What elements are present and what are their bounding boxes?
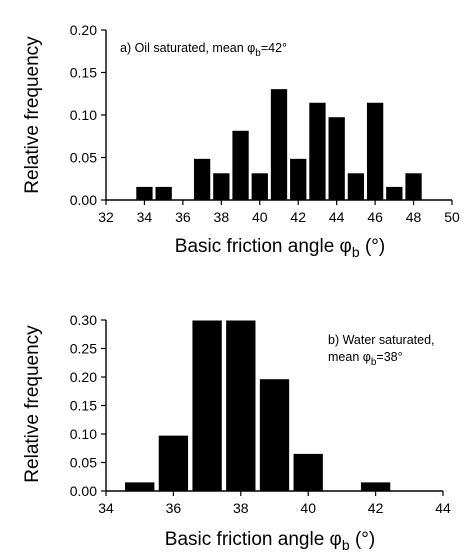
x-tick-label: 50 — [444, 209, 460, 225]
x-tick-label: 48 — [406, 209, 422, 225]
bar-water-38 — [225, 319, 257, 492]
x-tick-label: 44 — [435, 500, 451, 516]
y-tick-label: 0.10 — [70, 107, 97, 123]
bar-water-35 — [124, 481, 156, 492]
bar-oil-35 — [154, 185, 173, 201]
bar-oil-34 — [135, 185, 154, 201]
y-tick-label: 0.20 — [70, 22, 97, 38]
x-tick-label: 34 — [137, 209, 153, 225]
y-tick-label: 0.05 — [70, 455, 97, 471]
y-tick-label: 0.20 — [70, 369, 97, 385]
x-tick-label: 40 — [252, 209, 268, 225]
bar-oil-48 — [404, 172, 423, 201]
y-tick-label: 0.15 — [70, 65, 97, 81]
x-axis-title-oil: Basic friction angle φb (°) — [175, 236, 385, 260]
bar-oil-44 — [327, 116, 346, 201]
bar-oil-46 — [365, 101, 385, 201]
y-tick-label: 0.10 — [70, 426, 97, 442]
bar-oil-42 — [289, 157, 308, 201]
y-tick-label: 0.30 — [70, 312, 97, 328]
bar-oil-37 — [192, 157, 212, 201]
x-tick-label: 36 — [175, 209, 191, 225]
chart-oil-saturated: 32 34 36 38 40 42 44 46 48 50 0.00 0.05 0.10 0.15 0.20… — [22, 22, 460, 260]
x-tick-label: 36 — [166, 500, 182, 516]
x-tick-label: 40 — [300, 500, 316, 516]
annotation-water: b) Water saturated, — [328, 333, 435, 347]
bar-oil-41 — [269, 88, 289, 201]
bars-water — [124, 319, 392, 492]
x-tick-label: 32 — [98, 209, 114, 225]
y-tick-label: 0.25 — [70, 341, 97, 357]
bar-water-40 — [292, 452, 324, 492]
bar-water-37 — [191, 319, 223, 492]
bar-oil-47 — [385, 185, 404, 201]
bars-oil — [135, 88, 423, 201]
y-tick-label: 0.00 — [70, 483, 97, 499]
y-tick-label: 0.05 — [70, 150, 97, 166]
chart-water-saturated: 34 36 38 40 42 44 0.00 0.05 0.10 0.15 0.20 0.25 0.30… — [22, 312, 451, 553]
x-tick-label: 42 — [290, 209, 306, 225]
x-tick-label: 38 — [214, 209, 230, 225]
x-tick-label: 44 — [329, 209, 345, 225]
x-tick-label: 46 — [367, 209, 383, 225]
x-axis-title-water: Basic friction angle φb (°) — [165, 529, 375, 553]
annotation-oil: a) Oil saturated, mean φb=42° — [120, 41, 287, 59]
axes-water: 34 36 38 40 42 44 0.00 0.05 0.10 0.15 0.20 0.25 0.30 — [70, 312, 451, 516]
bar-oil-39 — [231, 129, 250, 201]
bar-water-39 — [258, 378, 291, 492]
bar-oil-45 — [346, 172, 366, 201]
annotation-water-mean: mean φb=38° — [328, 350, 403, 368]
bar-oil-40 — [250, 172, 269, 201]
bar-water-36 — [157, 434, 190, 492]
y-axis-title-water: Relative frequency — [22, 325, 43, 483]
y-tick-label: 0.15 — [70, 398, 97, 414]
bar-oil-43 — [308, 101, 327, 201]
x-tick-label: 42 — [368, 500, 384, 516]
y-axis-title-oil: Relative frequency — [22, 36, 43, 194]
y-tick-label: 0.00 — [70, 192, 97, 208]
bar-water-42 — [359, 481, 392, 492]
x-tick-label: 34 — [98, 500, 114, 516]
axes-oil: 32 34 36 38 40 42 44 46 48 50 0.00 0.05 0.10 0.15 0.20 — [70, 22, 460, 225]
bar-oil-38 — [212, 172, 231, 201]
x-tick-label: 38 — [233, 500, 249, 516]
